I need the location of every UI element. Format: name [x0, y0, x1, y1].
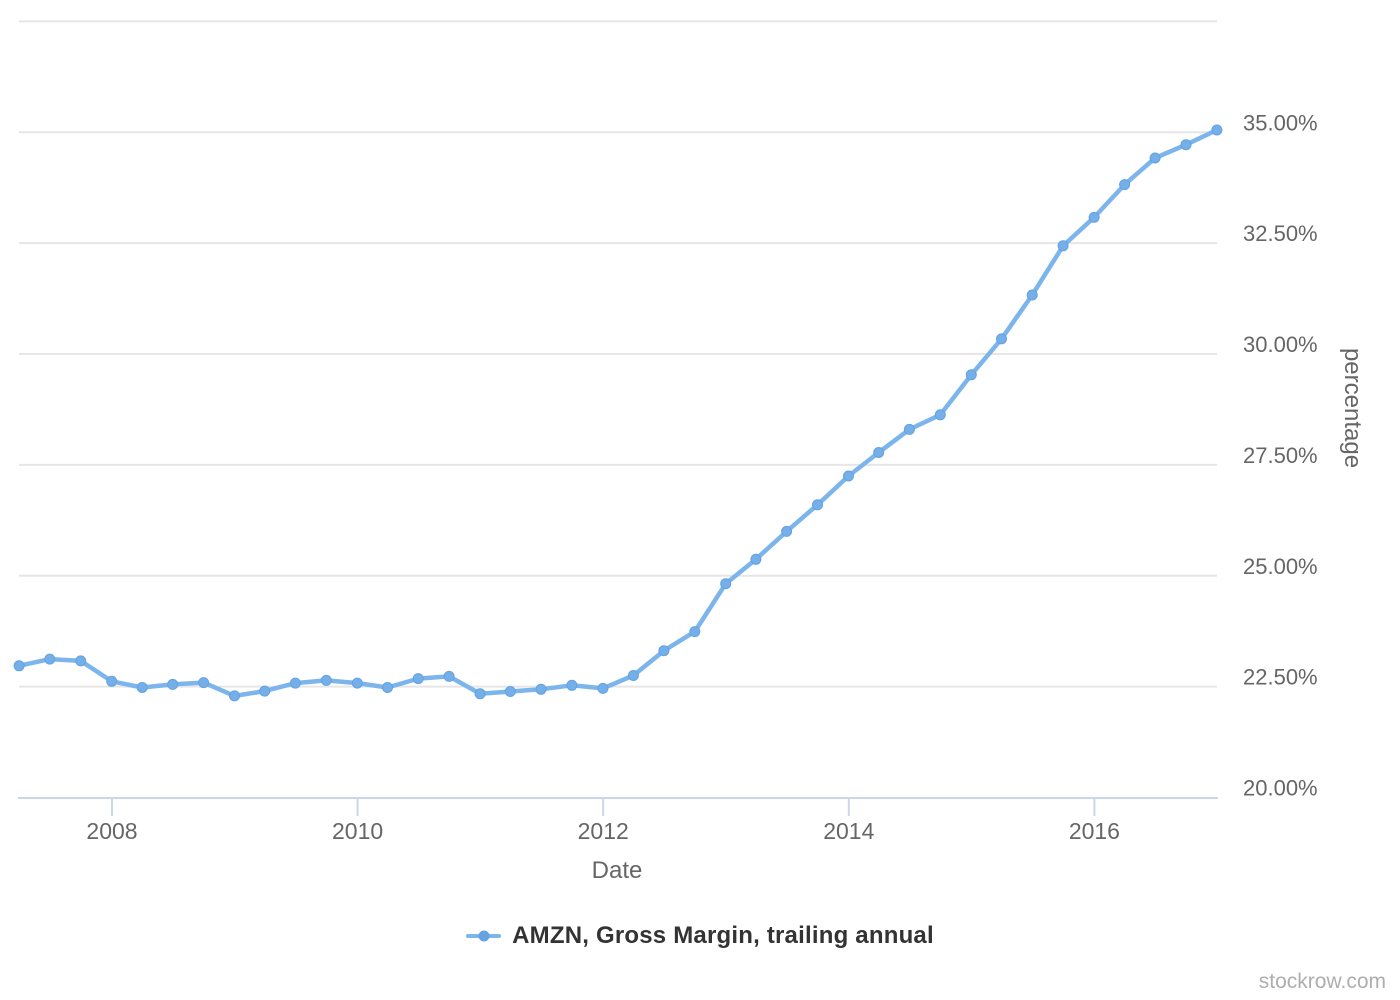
y-axis-label: 32.50%	[1243, 221, 1318, 246]
series-line	[16, 127, 1220, 699]
legend-series-marker-line	[466, 930, 502, 942]
data-point[interactable]	[1149, 152, 1161, 164]
data-point[interactable]	[259, 685, 271, 697]
x-axis-label: 2010	[332, 818, 383, 844]
data-point[interactable]	[320, 674, 332, 686]
data-point[interactable]	[597, 682, 609, 694]
data-point[interactable]	[1119, 179, 1131, 191]
y-axis-label: 35.00%	[1243, 110, 1318, 135]
x-axis-label: 2016	[1069, 818, 1120, 844]
data-point[interactable]	[996, 333, 1007, 345]
y-axis-label: 20.00%	[1243, 776, 1318, 801]
data-point[interactable]	[44, 653, 56, 665]
data-point[interactable]	[720, 578, 732, 590]
data-point[interactable]	[965, 369, 977, 381]
data-point[interactable]	[382, 682, 393, 693]
data-point[interactable]	[689, 626, 701, 638]
data-point[interactable]	[474, 688, 486, 700]
data-point[interactable]	[658, 645, 670, 657]
data-point[interactable]	[229, 690, 240, 702]
data-point[interactable]	[443, 670, 455, 682]
data-point[interactable]	[843, 470, 854, 482]
y-axis-label: 30.00%	[1243, 332, 1318, 357]
x-axis-label: 2008	[86, 818, 137, 844]
data-point[interactable]	[351, 677, 363, 689]
data-point[interactable]	[136, 682, 148, 693]
legend-series-marker-dot	[478, 930, 490, 942]
legend-item[interactable]: AMZN, Gross Margin, trailing annual	[0, 922, 1400, 950]
data-point[interactable]	[13, 660, 25, 672]
x-axis-label: 2012	[578, 818, 629, 844]
data-point[interactable]	[1211, 124, 1223, 136]
data-point[interactable]	[75, 655, 87, 667]
data-point[interactable]	[903, 423, 915, 435]
data-point[interactable]	[1057, 240, 1069, 252]
data-point[interactable]	[289, 677, 301, 689]
data-point[interactable]	[198, 677, 210, 689]
data-point[interactable]	[781, 525, 793, 537]
data-point[interactable]	[1088, 211, 1100, 223]
data-point[interactable]	[504, 686, 516, 697]
data-point[interactable]	[412, 673, 424, 685]
data-point[interactable]	[934, 409, 946, 421]
y-axis-label: 27.50%	[1243, 443, 1318, 468]
y-axis-label: 22.50%	[1243, 665, 1318, 690]
data-point[interactable]	[750, 553, 762, 565]
data-point[interactable]	[1026, 289, 1038, 301]
data-point[interactable]	[873, 447, 885, 458]
watermark-text: stockrow.com	[1258, 970, 1386, 993]
x-axis-label: 2014	[823, 818, 874, 844]
y-axis-title: percentage	[1339, 348, 1366, 468]
data-point[interactable]	[1180, 139, 1192, 151]
data-point[interactable]	[566, 679, 578, 691]
x-axis-title: Date	[592, 857, 643, 884]
y-axis-label: 25.00%	[1243, 554, 1318, 579]
legend-series-label: AMZN, Gross Margin, trailing annual	[512, 922, 934, 949]
data-point[interactable]	[812, 499, 823, 511]
data-point[interactable]	[167, 678, 179, 690]
data-point[interactable]	[535, 683, 547, 695]
data-point[interactable]	[627, 670, 639, 681]
data-point[interactable]	[106, 675, 118, 687]
